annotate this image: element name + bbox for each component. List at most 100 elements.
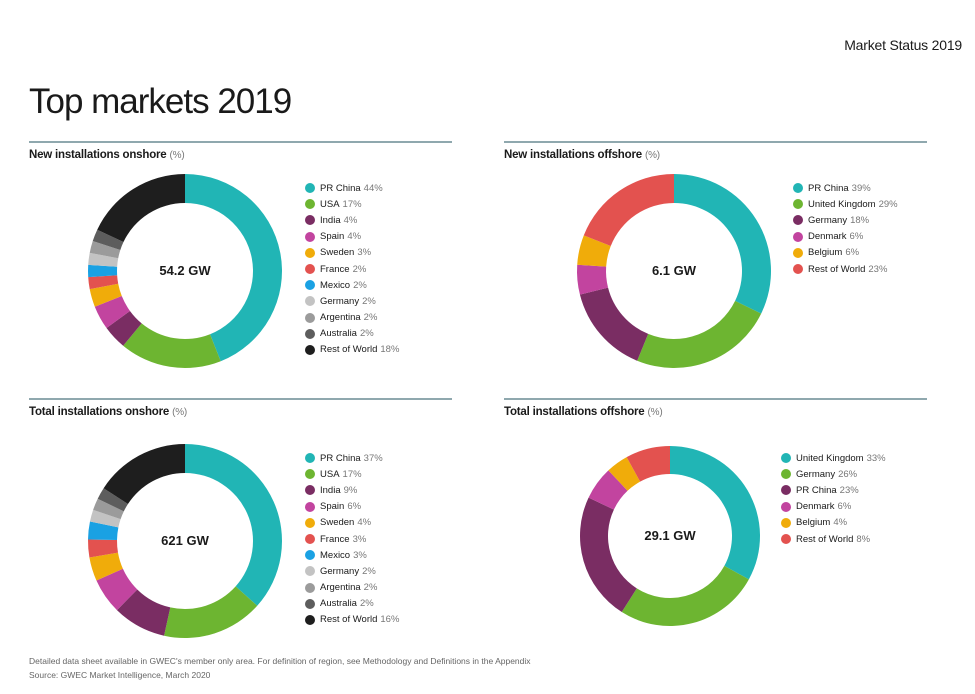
slice-spain [96,568,138,611]
slice-spain [94,296,130,329]
slice-mexico [88,521,119,540]
chart-unit: (%) [644,150,660,161]
slice-denmark [588,470,628,510]
legend-swatch-icon [305,517,315,528]
slice-germany [89,509,121,528]
legend-percent: 4% [357,517,372,529]
legend-label: PR China [796,484,837,496]
legend-label: PR China [320,182,361,194]
legend-item-argentina: Argentina 2% [305,580,399,596]
legend-label: USA [320,468,340,480]
legend-item-rest-of-world: Rest of World 23% [793,261,898,277]
legend-swatch-icon [305,614,315,625]
panel-total-offshore: Total installations offshore (%) [504,398,927,638]
legend-label: Australia [320,598,357,610]
legend-label: Australia [320,328,357,340]
legend-label: Rest of World [320,344,378,356]
legend-label: India [320,214,341,226]
slice-germany [579,287,649,361]
legend-percent: 23% [839,484,859,496]
legend-label: PR China [320,452,361,464]
legend-swatch-icon [305,296,315,307]
page-title: Top markets 2019 [29,82,292,121]
legend-label: Spain [320,501,345,513]
legend-label: Germany [320,295,360,307]
legend-swatch-icon [305,312,315,323]
legend-percent: 4% [347,231,362,243]
slice-sweden [89,283,122,307]
legend-item-rest-of-world: Rest of World 16% [305,612,399,628]
center-total-label: 621 GW [161,533,209,548]
legend-percent: 18% [850,214,870,226]
chart-unit: (%) [172,407,188,418]
divider [29,398,452,400]
legend-swatch-icon [305,215,315,226]
legend-label: Sweden [320,517,355,529]
legend-swatch-icon [781,517,791,528]
legend-item-argentina: Argentina 2% [305,310,399,326]
legend-item-france: France 3% [305,531,399,547]
legend-percent: 33% [866,452,886,464]
legend-swatch-icon [305,280,315,291]
slice-rest-of-world [103,444,185,504]
slice-germany [88,252,119,267]
legend-swatch-icon [305,183,315,194]
legend-item-pr-china: PR China 23% [781,482,886,498]
legend-label: PR China [808,182,849,194]
center-total-label: 6.1 GW [651,263,697,278]
legend-percent: 4% [833,517,848,529]
slice-pr-china [185,444,282,606]
legend-label: Denmark [796,501,835,513]
legend-label: Spain [320,231,345,243]
legend-swatch-icon [305,485,315,496]
slice-usa [164,586,258,638]
legend-label: Belgium [808,247,843,259]
chart-title: Total installations offshore (%) [504,406,663,418]
legend-item-united-kingdom: United Kingdom 29% [793,196,898,212]
legend-percent: 8% [856,533,871,545]
legend-label: Argentina [320,582,361,594]
legend-label: Germany [808,214,848,226]
legend-item-usa: USA 17% [305,196,399,212]
legend-swatch-icon [305,264,315,275]
slice-mexico [87,264,118,278]
legend-percent: 3% [352,533,367,545]
panel-new-onshore: New installations onshore (%) [29,141,452,381]
slice-rest-of-world [583,174,674,247]
legend-item-germany: Germany 26% [781,466,886,482]
slice-pr-china [185,174,283,362]
footnote-source: Source: GWEC Market Intelligence, March … [29,670,211,680]
legend-swatch-icon [781,534,791,545]
legend-label: India [320,484,341,496]
slice-australia [97,488,128,512]
slice-rest-of-world [626,446,670,482]
slice-australia [92,229,124,250]
legend-percent: 6% [837,501,852,513]
legend-item-pr-china: PR China 44% [305,180,399,196]
legend-swatch-icon [793,231,803,242]
legend-swatch-icon [793,215,803,226]
legend-percent: 18% [380,344,400,356]
legend-item-belgium: Belgium 4% [781,515,886,531]
legend-swatch-icon [305,566,315,577]
legend-swatch-icon [305,501,315,512]
panel-total-onshore: Total installations onshore (%) [29,398,452,638]
legend-label: Mexico [320,279,351,291]
divider [29,141,452,143]
legend-percent: 2% [359,598,374,610]
legend-item-germany: Germany 2% [305,293,399,309]
legend-item-pr-china: PR China 37% [305,450,399,466]
legend-new-onshore: PR China 44% USA 17% India 4% Spain 4% Sweden 3% F… [305,180,399,358]
legend-swatch-icon [781,453,791,464]
slice-india [106,310,142,346]
legend-swatch-icon [793,183,803,194]
legend-item-denmark: Denmark 6% [793,229,898,245]
slice-germany [621,565,749,626]
legend-percent: 44% [363,182,383,194]
center-total-label: 54.2 GW [159,263,211,278]
legend-label: Germany [796,468,836,480]
legend-percent: 4% [343,214,358,226]
